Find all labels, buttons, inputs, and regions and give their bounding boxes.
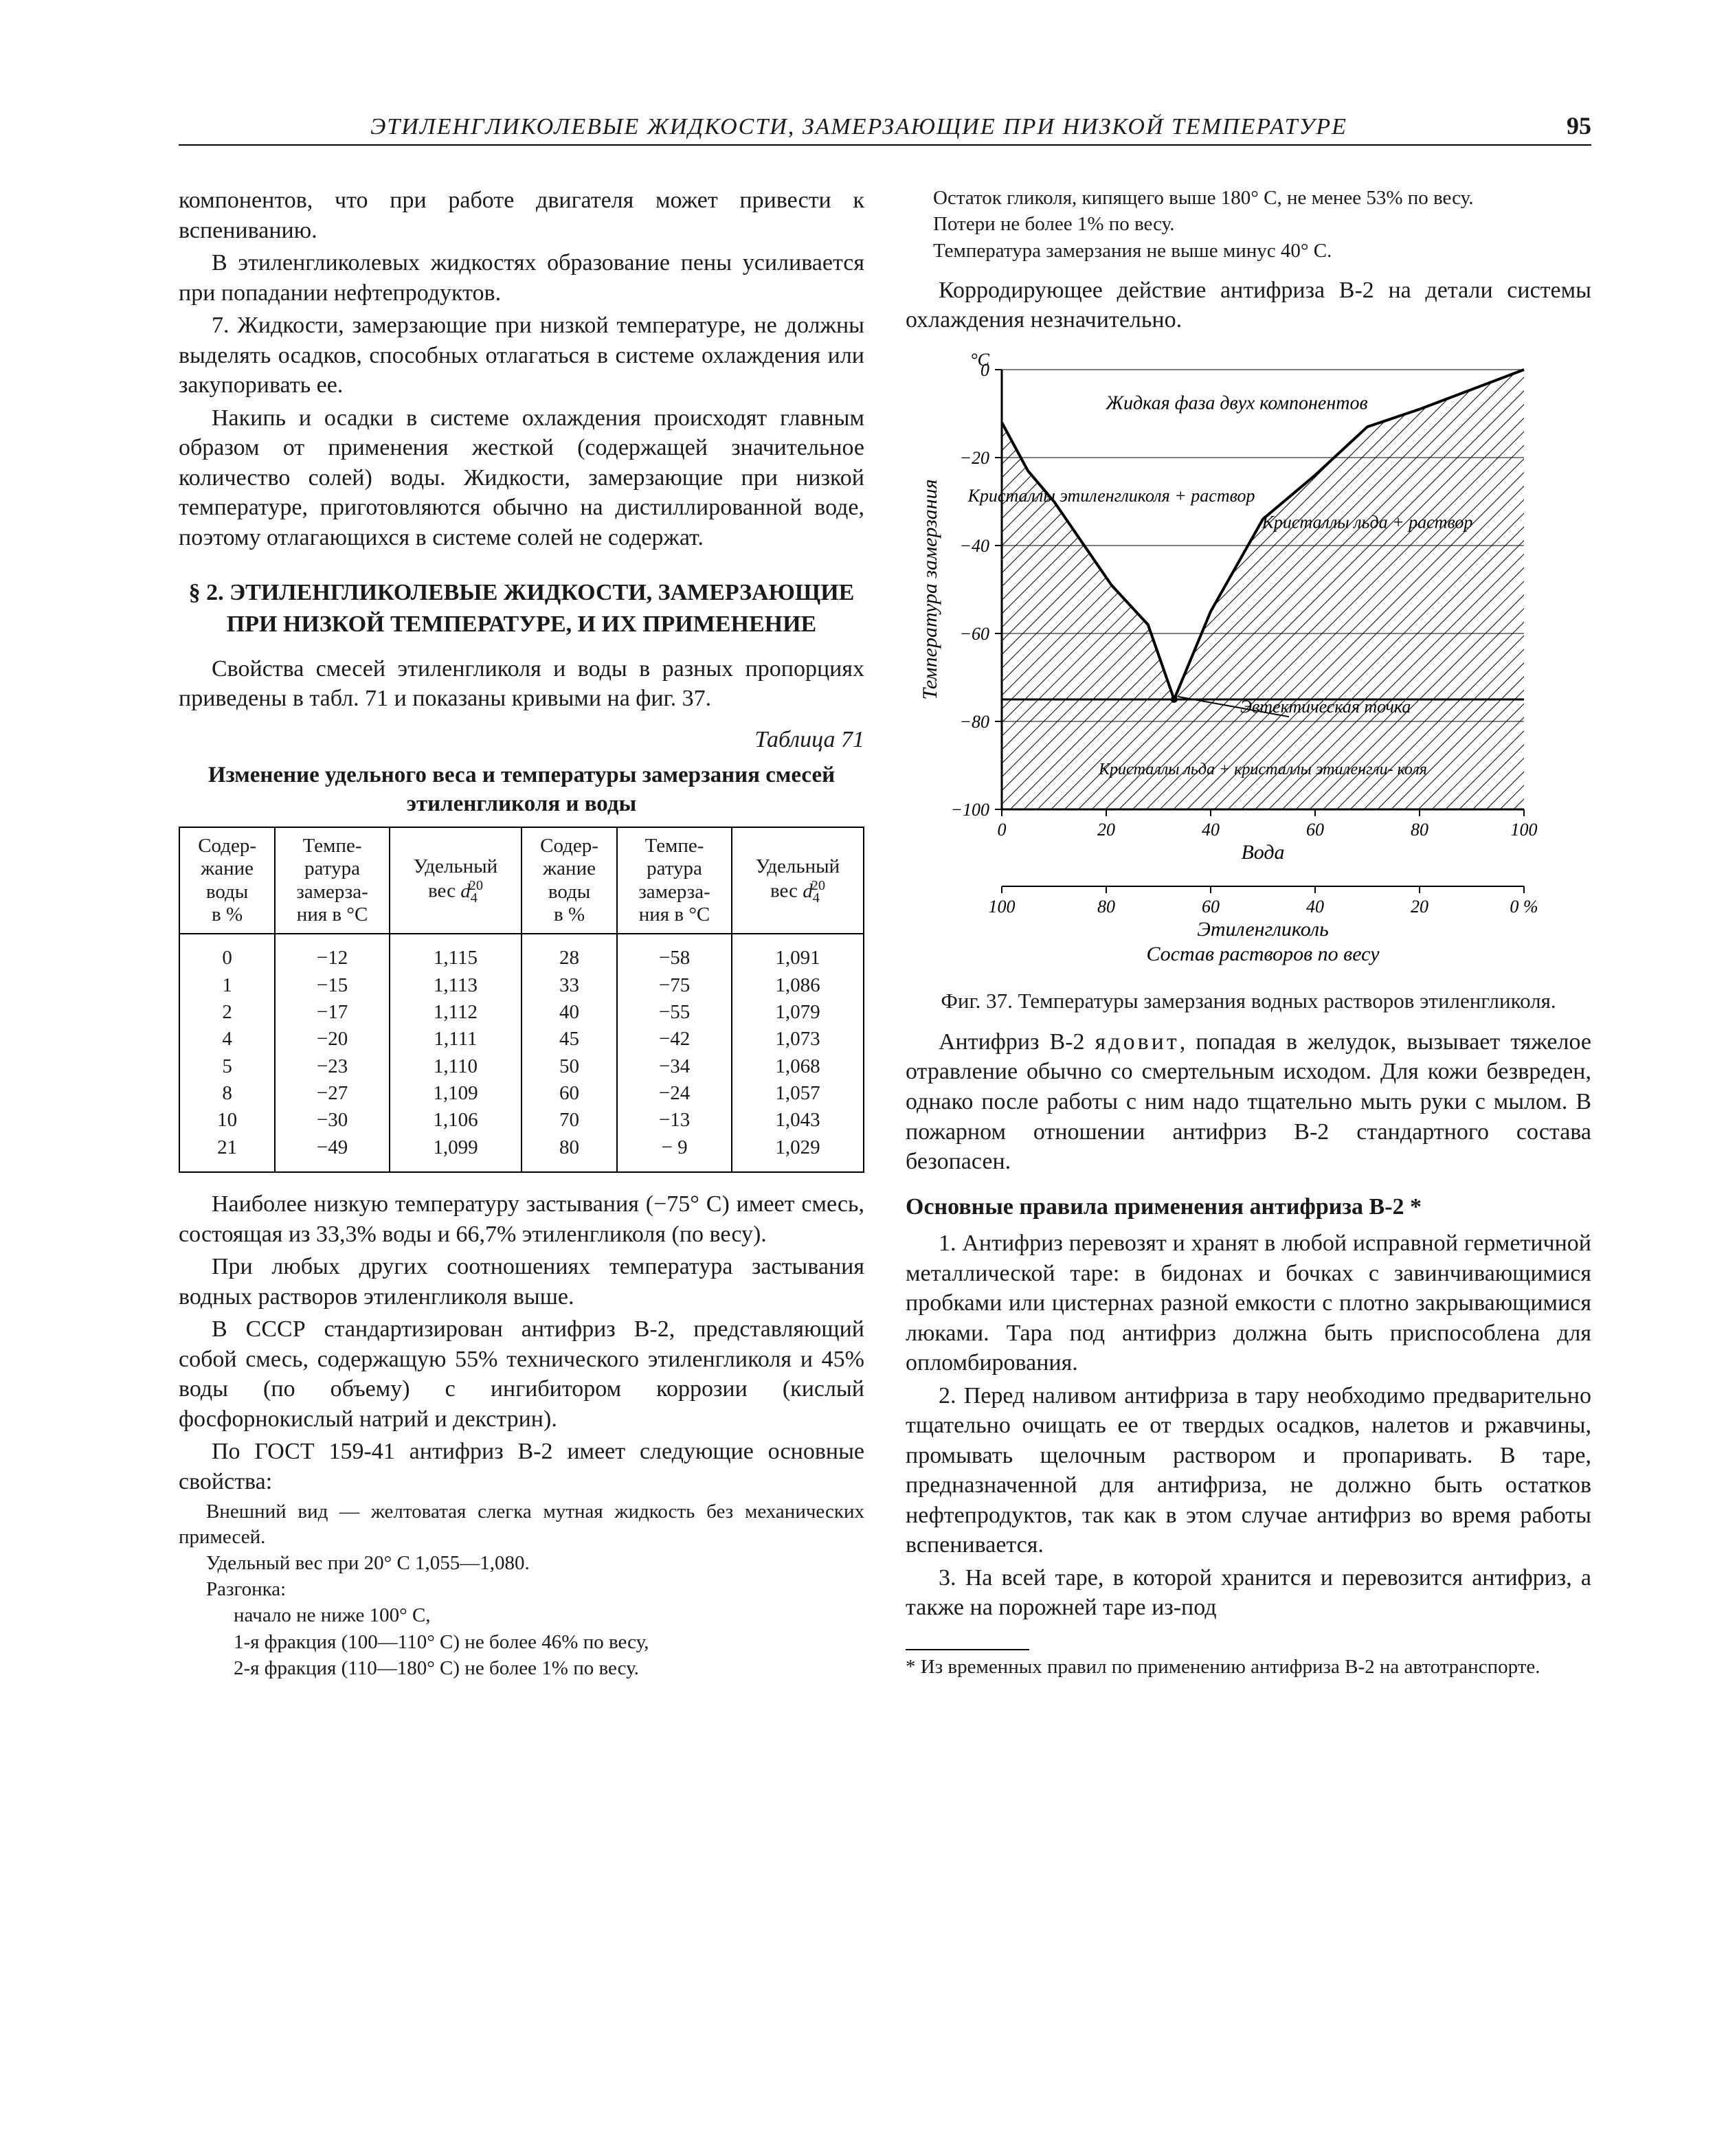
table-cell: 1,0911,0861,0791,0731,0681,0571,0431,029 [732, 934, 864, 1172]
page-number: 95 [1567, 110, 1591, 142]
running-head: ЭТИЛЕНГЛИКОЛЕВЫЕ ЖИДКОСТИ, ЗАМЕРЗАЮЩИЕ П… [0, 110, 1715, 142]
svg-text:40: 40 [1306, 897, 1324, 917]
table-caption: Изменение удельного веса и температуры з… [179, 761, 864, 818]
svg-text:100: 100 [1511, 820, 1538, 840]
subheading: Основные правила применения антифриза В-… [906, 1192, 1591, 1222]
svg-text:Жидкая фаза двух компонентов: Жидкая фаза двух компонентов [1105, 392, 1367, 414]
col-header: Темпе-ратуразамерза-ния в °C [275, 827, 390, 934]
svg-text:Температура замерзания: Температура замерзания [919, 479, 941, 699]
footnote-rule [906, 1649, 1029, 1650]
spec-line: начало не ниже 100° C, [179, 1603, 864, 1628]
table-body: 0124581021−12−15−17−20−23−27−30−491,1151… [179, 934, 864, 1172]
section-heading: § 2. ЭТИЛЕНГЛИКОЛЕВЫЕ ЖИДКОСТИ, ЗАМЕРЗАЮ… [179, 577, 864, 640]
table-cell: −12−15−17−20−23−27−30−49 [275, 934, 390, 1172]
para: По ГОСТ 159-41 антифриз В-2 имеет следую… [179, 1437, 864, 1496]
para: 2. Перед наливом антифриза в тару необхо… [906, 1381, 1591, 1560]
col-header: Темпе-ратуразамерза-ния в °C [617, 827, 732, 934]
figure-37: 0−20−40−60−80−100°C020406080100Вода10080… [906, 342, 1591, 1015]
table-cell: 2833404550607080 [522, 934, 617, 1172]
svg-text:Кристаллы льда + кристаллы эти: Кристаллы льда + кристаллы этиленгли- ко… [1098, 761, 1427, 778]
spec-line: 1-я фракция (100—110° C) не более 46% по… [179, 1630, 864, 1654]
para: В СССР стандартизирован антифриз В-2, пр… [179, 1314, 864, 1434]
page: ЭТИЛЕНГЛИКОЛЕВЫЕ ЖИДКОСТИ, ЗАМЕРЗАЮЩИЕ П… [0, 0, 1715, 2156]
para: компонентов, что при работе двигателя мо… [179, 186, 864, 245]
col-header: Удельныйвес d420 [732, 827, 864, 934]
svg-text:Вода: Вода [1241, 841, 1284, 864]
svg-text:Эвтектическая точка: Эвтектическая точка [1240, 697, 1411, 717]
svg-text:−20: −20 [959, 448, 989, 468]
svg-text:Кристаллы льда + раствор: Кристаллы льда + раствор [1262, 512, 1473, 532]
spec-line: Потери не более 1% по весу. [906, 212, 1591, 236]
para: Свойства смесей этиленгликоля и воды в р… [179, 654, 864, 714]
running-title: ЭТИЛЕНГЛИКОЛЕВЫЕ ЖИДКОСТИ, ЗАМЕРЗАЮЩИЕ П… [179, 112, 1539, 142]
table-cell: 1,1151,1131,1121,1111,1101,1091,1061,099 [390, 934, 522, 1172]
table-number: Таблица 71 [179, 725, 864, 755]
svg-text:60: 60 [1202, 897, 1220, 917]
para: При любых других соотношениях температур… [179, 1252, 864, 1312]
svg-text:Этиленгликоль: Этиленгликоль [1197, 918, 1329, 941]
table-71: Содер-жаниеводыв % Темпе-ратуразамерза-н… [179, 827, 864, 1173]
spec-line: Разгонка: [179, 1577, 864, 1602]
svg-text:Кристаллы этиленгликоля + раст: Кристаллы этиленгликоля + раствор [967, 486, 1255, 506]
spec-line: Внешний вид — желтоватая слегка мутная ж… [179, 1499, 864, 1549]
footnote: * Из временных правил по применению анти… [906, 1654, 1591, 1679]
columns: компонентов, что при работе двигателя мо… [179, 186, 1591, 1682]
footnote-text: * Из временных правил по применению анти… [906, 1654, 1591, 1679]
para: Накипь и осадки в системе охлаждения про… [179, 403, 864, 553]
svg-text:−60: −60 [959, 624, 989, 644]
spec-line: Удельный вес при 20° C 1,055—1,080. [179, 1551, 864, 1575]
spec-line: Температура замерзания не выше минус 40°… [906, 238, 1591, 263]
small-print-top: Остаток гликоля, кипящего выше 180° C, н… [906, 186, 1591, 263]
figure-caption: Фиг. 37. Температуры замерзания водных р… [906, 987, 1591, 1015]
para: 3. На всей таре, в которой хранится и пе… [906, 1563, 1591, 1623]
para: 1. Антифриз перевозят и хранят в любой и… [906, 1228, 1591, 1378]
svg-text:Состав растворов по весу: Состав растворов по весу [1146, 943, 1380, 965]
left-column: компонентов, что при работе двигателя мо… [179, 186, 864, 1682]
svg-text:°C: °C [970, 350, 989, 370]
col-header: Удельныйвес d420 [390, 827, 522, 934]
svg-text:−100: −100 [950, 800, 989, 820]
para: Антифриз В-2 ядовит, попадая в желудок, … [906, 1027, 1591, 1177]
svg-text:20: 20 [1411, 897, 1428, 917]
para: В этиленгликолевых жидкостях образование… [179, 248, 864, 308]
small-print: Внешний вид — желтоватая слегка мутная ж… [179, 1499, 864, 1681]
svg-text:60: 60 [1306, 820, 1324, 840]
table-head: Содер-жаниеводыв % Темпе-ратуразамерза-н… [179, 827, 864, 934]
spec-line: 2-я фракция (110—180° C) не более 1% по … [179, 1656, 864, 1681]
right-column: Остаток гликоля, кипящего выше 180° C, н… [906, 186, 1591, 1682]
col-header: Содер-жаниеводыв % [179, 827, 275, 934]
figure-svg: 0−20−40−60−80−100°C020406080100Вода10080… [906, 342, 1579, 974]
para: 7. Жидкости, замерзающие при низкой темп… [179, 311, 864, 401]
col-header: Содер-жаниеводыв % [522, 827, 617, 934]
svg-text:20: 20 [1097, 820, 1115, 840]
para: Наиболее низкую температуру застывания (… [179, 1189, 864, 1249]
svg-text:80: 80 [1411, 820, 1428, 840]
table-cell: −58−75−55−42−34−24−13− 9 [617, 934, 732, 1172]
svg-text:100: 100 [989, 897, 1016, 917]
svg-text:0 %: 0 % [1510, 897, 1538, 917]
svg-text:−40: −40 [959, 536, 989, 556]
svg-text:40: 40 [1202, 820, 1220, 840]
svg-text:0: 0 [998, 820, 1007, 840]
svg-text:−80: −80 [959, 712, 989, 732]
header-rule [179, 144, 1591, 146]
table-cell: 0124581021 [179, 934, 275, 1172]
spec-line: Остаток гликоля, кипящего выше 180° C, н… [906, 186, 1591, 210]
svg-text:80: 80 [1097, 897, 1115, 917]
para: Корродирующее действие антифриза В-2 на … [906, 276, 1591, 335]
